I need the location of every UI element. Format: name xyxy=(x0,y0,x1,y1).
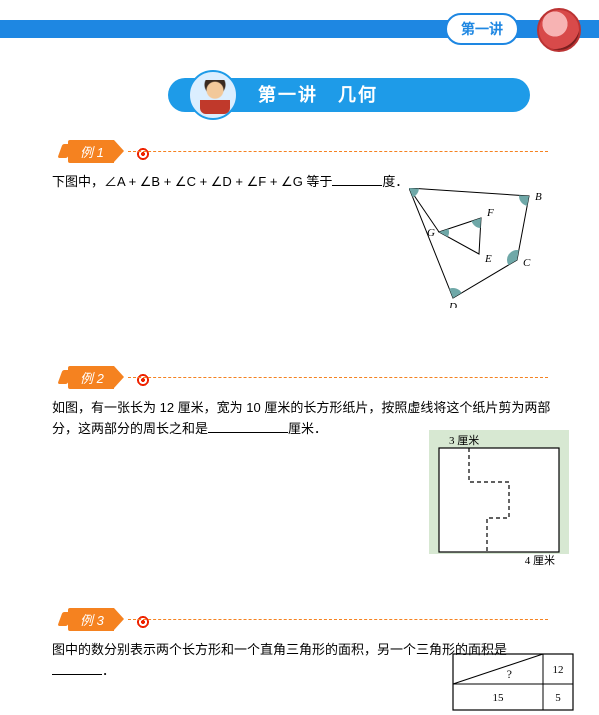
svg-text:F: F xyxy=(486,207,494,219)
svg-text:G: G xyxy=(427,227,435,239)
example-3-suffix: ． xyxy=(102,663,115,678)
example-3-prefix: 图中的数分别表示两个长方形和一个直角三角形的面积，另一个三角形的面积是 xyxy=(52,642,507,657)
svg-text:12: 12 xyxy=(553,664,564,676)
avatar-icon xyxy=(188,70,238,120)
figure-1: ABCDEFG xyxy=(409,188,559,308)
chapter-badge: 第一讲 xyxy=(445,13,519,45)
mascot-icon xyxy=(537,8,581,52)
example-tag-label: 例 1 xyxy=(68,140,114,163)
example-tag-label: 例 2 xyxy=(68,366,114,389)
svg-text:?: ? xyxy=(507,667,512,681)
example-tag-label: 例 3 xyxy=(68,608,114,631)
target-icon xyxy=(135,146,151,162)
example-1-prefix: 下图中，∠A + ∠B + ∠C + ∠D + ∠F + ∠G 等于 xyxy=(52,174,332,189)
figure-2: 3 厘米4 厘米 xyxy=(429,430,569,554)
svg-text:E: E xyxy=(484,253,492,265)
target-icon xyxy=(135,372,151,388)
svg-text:4 厘米: 4 厘米 xyxy=(525,554,555,566)
divider xyxy=(128,377,548,378)
svg-text:C: C xyxy=(523,257,531,269)
divider xyxy=(128,619,548,620)
svg-text:5: 5 xyxy=(555,692,561,704)
svg-text:3 厘米: 3 厘米 xyxy=(449,434,479,447)
figure-3: ? 12 15 5 xyxy=(449,652,579,712)
svg-text:15: 15 xyxy=(493,692,505,704)
divider xyxy=(128,151,548,152)
example-1-suffix: 度． xyxy=(382,174,408,189)
svg-text:D: D xyxy=(448,301,457,308)
example-2-suffix: 厘米． xyxy=(288,421,327,436)
target-icon xyxy=(135,614,151,630)
svg-text:B: B xyxy=(535,191,542,203)
blank-field[interactable] xyxy=(332,172,382,186)
blank-field[interactable] xyxy=(52,661,102,675)
blank-field[interactable] xyxy=(208,419,288,433)
